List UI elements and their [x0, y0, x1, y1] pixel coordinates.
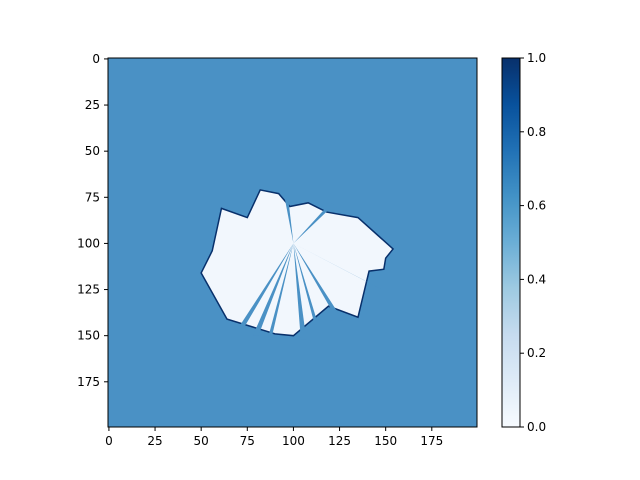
- shadow-wedge: [267, 243, 294, 340]
- shadow-wedge: [238, 243, 294, 329]
- x-tick-label: 100: [282, 434, 305, 448]
- y-tick-label: 175: [77, 375, 100, 389]
- x-axis: 0 25 50 75 100 125 150 175: [105, 427, 443, 448]
- shadow-wedge: [284, 195, 294, 244]
- y-tick-label: 100: [77, 236, 100, 250]
- colorbar-tick-label: 0.2: [527, 346, 546, 360]
- colorbar: [501, 57, 521, 428]
- plot-frame: [107, 57, 478, 428]
- colorbar-tick-label: 0.6: [527, 199, 546, 213]
- y-axis: 0 25 50 75 100 125 150 175: [77, 52, 108, 389]
- colorbar-tick-label: 0.8: [527, 125, 546, 139]
- x-tick-label: 0: [105, 434, 113, 448]
- x-tick-label: 175: [420, 434, 443, 448]
- x-tick-label: 50: [194, 434, 209, 448]
- y-tick-label: 0: [92, 52, 100, 66]
- free-space-region: [200, 189, 395, 337]
- x-tick-label: 125: [328, 434, 351, 448]
- y-tick-label: 75: [85, 190, 100, 204]
- shadow-wedge: [293, 243, 344, 321]
- shadow-wedge: [293, 243, 320, 329]
- plot-area: [108, 58, 477, 427]
- colorbar-tick-label: 0.4: [527, 272, 546, 286]
- shadow-wedge: [293, 243, 307, 340]
- y-tick-label: 125: [77, 283, 100, 297]
- shadow-wedge: [293, 202, 335, 244]
- y-tick-label: 50: [85, 144, 100, 158]
- x-tick-label: 75: [240, 434, 255, 448]
- x-tick-label: 25: [147, 434, 162, 448]
- colorbar-axis: 0.0 0.2 0.4 0.6 0.8 1.0: [520, 51, 546, 434]
- y-tick-label: 150: [77, 329, 100, 343]
- x-tick-label: 150: [374, 434, 397, 448]
- colorbar-tick-label: 0.0: [527, 420, 546, 434]
- colorbar-tick-label: 1.0: [527, 51, 546, 65]
- shadow-wedge: [252, 243, 294, 336]
- free-space-rays: [238, 195, 386, 340]
- y-tick-label: 25: [85, 98, 100, 112]
- shadow-wedge: [293, 243, 386, 292]
